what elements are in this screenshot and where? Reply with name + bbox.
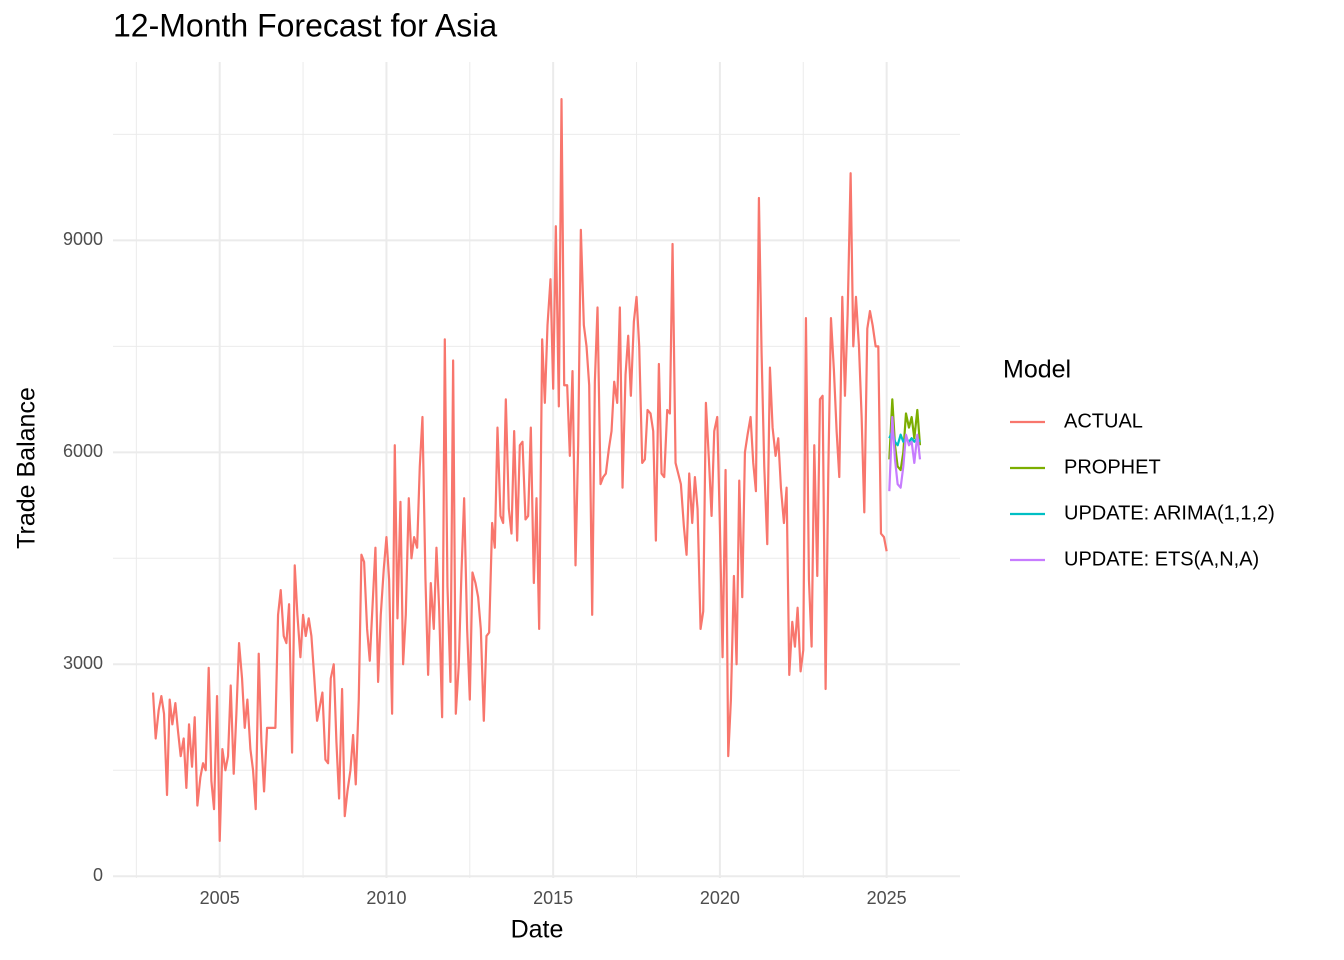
legend-title: Model [1003,356,1071,384]
legend-label: ACTUAL [1064,410,1143,432]
legend-label: PROPHET [1064,456,1161,478]
legend-label: UPDATE: ETS(A,N,A) [1064,548,1259,570]
x-tick-label: 2010 [366,888,406,908]
x-tick-label: 2015 [533,888,573,908]
series-line [888,415,922,492]
x-tick-label: 2020 [700,888,740,908]
x-tick-label: 2025 [867,888,907,908]
x-axis-title: Date [511,916,564,944]
series-line [151,97,888,843]
y-tick-label: 0 [93,865,103,885]
y-axis-title: Trade Balance [13,387,41,549]
y-tick-label: 9000 [63,229,103,249]
x-tick-label: 2005 [200,888,240,908]
y-tick-label: 6000 [63,441,103,461]
legend-label: UPDATE: ARIMA(1,1,2) [1064,502,1275,524]
y-tick-label: 3000 [63,653,103,673]
chart-title: 12-Month Forecast for Asia [113,7,497,43]
